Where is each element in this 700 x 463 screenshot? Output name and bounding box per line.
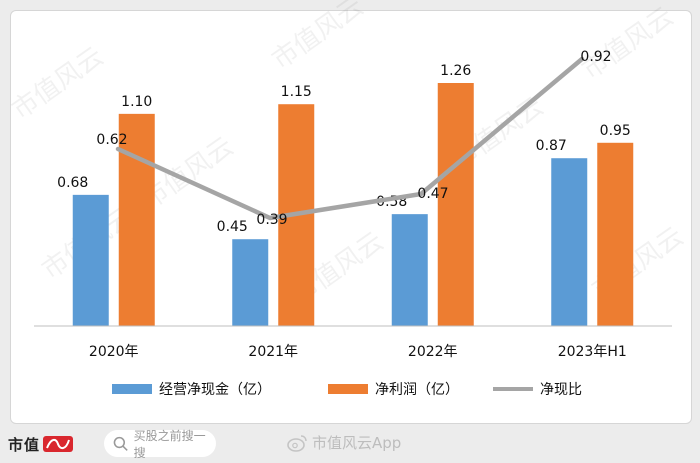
bar-cash-1 bbox=[232, 239, 269, 326]
bar-label-cash-0: 0.68 bbox=[57, 175, 88, 191]
bar-cash-3 bbox=[551, 158, 588, 326]
footer-bar: 市值 买股之前搜一搜 市值风云App bbox=[0, 424, 700, 463]
brand-logo[interactable]: 市值 bbox=[8, 433, 74, 455]
x-tick-label-1: 2021年 bbox=[248, 344, 298, 360]
line-label-2: 0.47 bbox=[417, 186, 448, 202]
legend-label-0: 经营净现金（亿） bbox=[159, 382, 271, 398]
bar-label-profit-1: 1.15 bbox=[281, 84, 312, 100]
legend-label-2: 净现比 bbox=[540, 382, 582, 398]
x-tick-label-0: 2020年 bbox=[89, 344, 139, 360]
search-placeholder: 买股之前搜一搜 bbox=[133, 428, 206, 460]
watermark-text: 市值风云 bbox=[7, 41, 109, 125]
bar-label-profit-2: 1.26 bbox=[440, 63, 471, 79]
app-watermark: 市值风云App bbox=[286, 432, 401, 453]
app-watermark-text: 市值风云App bbox=[312, 434, 402, 452]
brand-swirl-icon bbox=[43, 436, 74, 452]
legend-swatch-0 bbox=[112, 384, 152, 394]
bar-cash-0 bbox=[72, 194, 109, 326]
legend-swatch-1 bbox=[328, 384, 368, 394]
bar-profit-0 bbox=[118, 113, 155, 326]
bar-label-cash-1: 0.45 bbox=[217, 219, 248, 235]
legend-label-1: 净利润（亿） bbox=[375, 382, 459, 398]
bar-label-profit-0: 1.10 bbox=[121, 94, 152, 110]
bar-label-cash-3: 0.87 bbox=[536, 138, 567, 154]
line-label-0: 0.62 bbox=[96, 132, 127, 148]
bar-profit-2 bbox=[437, 83, 474, 326]
line-ratio bbox=[115, 56, 585, 221]
search-box[interactable]: 买股之前搜一搜 bbox=[104, 429, 216, 460]
search-icon bbox=[113, 436, 128, 451]
brand-name: 市值 bbox=[8, 435, 41, 454]
x-tick-label-2: 2022年 bbox=[408, 344, 458, 360]
line-label-3: 0.92 bbox=[580, 49, 611, 65]
x-tick-label-3: 2023年H1 bbox=[558, 344, 627, 360]
watermark-text: 市值风云 bbox=[577, 1, 679, 85]
bar-label-profit-3: 0.95 bbox=[600, 123, 631, 139]
bar-cash-2 bbox=[391, 214, 428, 326]
line-label-1: 0.39 bbox=[256, 212, 287, 228]
weibo-icon bbox=[287, 434, 307, 452]
bar-profit-3 bbox=[597, 142, 634, 326]
watermark-text: 市值风云 bbox=[267, 0, 369, 76]
